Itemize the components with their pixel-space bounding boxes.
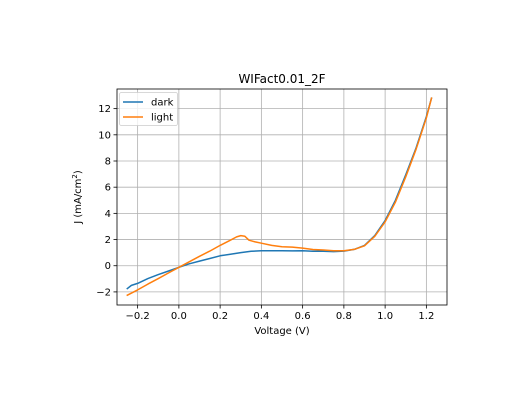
plot-frame <box>116 88 448 306</box>
x-tick-label: −0.2 <box>125 311 149 322</box>
x-tick-label: 1.0 <box>377 311 393 322</box>
x-axis-label: Voltage (V) <box>254 326 309 337</box>
y-axis-label: J (mA/cm2) <box>71 170 84 225</box>
x-tick-label: 0.8 <box>336 311 352 322</box>
y-tick-label: 0 <box>105 261 111 272</box>
x-tick-label: 0.6 <box>295 311 311 322</box>
y-tick-label: 6 <box>105 183 111 194</box>
series-line-dark <box>126 97 433 290</box>
y-tick-label: 4 <box>105 209 111 220</box>
y-tick-label: 2 <box>105 235 111 246</box>
series-lines <box>126 97 433 297</box>
y-tick-label: 8 <box>105 157 111 168</box>
legend-label-light: light <box>151 113 173 124</box>
series-line-light <box>126 97 433 297</box>
x-tick-label: 0.0 <box>171 311 187 322</box>
y-tick-label: −2 <box>96 287 111 298</box>
grid <box>117 89 447 305</box>
x-tick-label: 0.2 <box>212 311 228 322</box>
x-tick-label: 1.2 <box>418 311 434 322</box>
chart-title: WIFact0.01_2F <box>238 72 325 86</box>
y-tick-label: 10 <box>98 130 111 141</box>
x-tick-label: 0.4 <box>253 311 269 322</box>
y-tick-label: 12 <box>98 104 111 115</box>
x-axis-ticks: −0.2 0.0 0.2 0.4 0.6 0.8 1.0 1.2 <box>125 305 434 322</box>
y-axis-ticks: −2 0 2 4 6 8 10 12 <box>96 104 117 298</box>
legend-label-dark: dark <box>151 98 174 109</box>
legend: dark light <box>119 92 178 126</box>
